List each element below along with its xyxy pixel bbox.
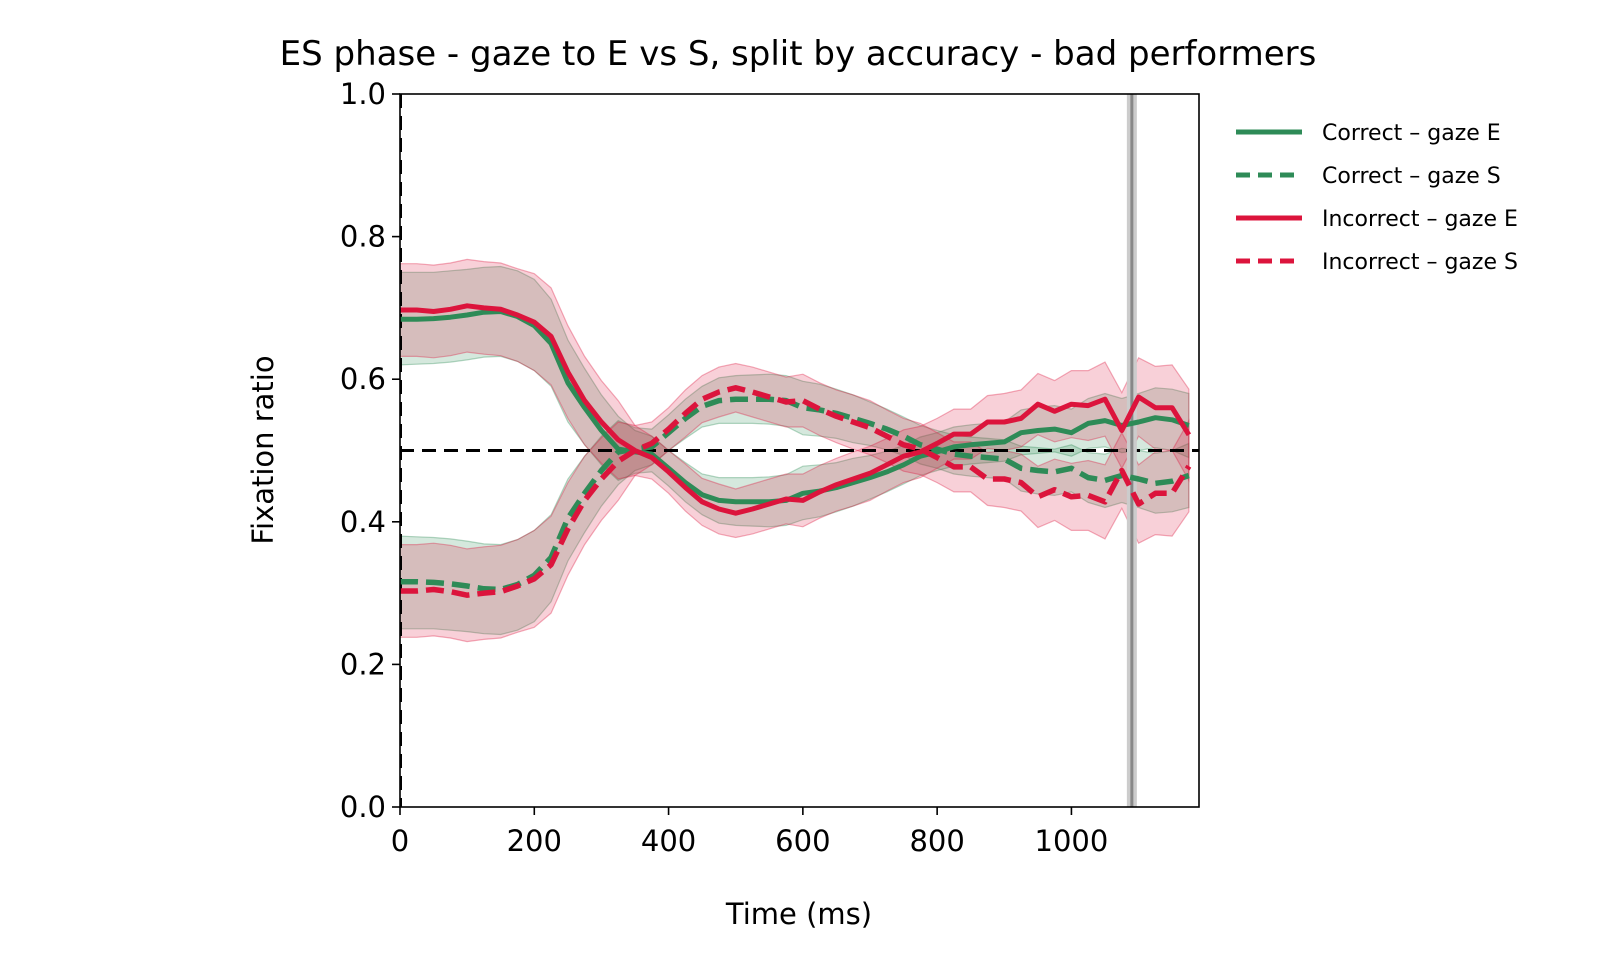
series-line-incorrect-gaze-s bbox=[400, 385, 1192, 598]
x-tick-label: 200 bbox=[507, 824, 562, 858]
confidence-bands bbox=[400, 258, 1190, 643]
x-tick-label: 600 bbox=[775, 824, 830, 858]
y-tick-label: 0.2 bbox=[340, 647, 386, 681]
y-tick-label: 0.0 bbox=[340, 790, 386, 824]
legend-label-correct-gaze-s: Correct – gaze S bbox=[1322, 164, 1501, 189]
y-tick-label: 1.0 bbox=[340, 77, 386, 111]
x-tick-label: 800 bbox=[909, 824, 964, 858]
ci-band-incorrect-gaze-s bbox=[400, 362, 1190, 643]
series-lines bbox=[400, 303, 1192, 598]
x-tick-label: 0 bbox=[391, 824, 409, 858]
plot-frame bbox=[399, 93, 1200, 808]
x-axis-ticks: 0 200 400 600 800 1000 bbox=[391, 807, 1109, 858]
series-line-correct-gaze-s bbox=[400, 396, 1190, 593]
y-axis-label: Fixation ratio bbox=[246, 355, 280, 544]
y-tick-label: 0.4 bbox=[340, 505, 386, 539]
ci-band-correct-gaze-s bbox=[400, 373, 1190, 636]
x-tick-label: 1000 bbox=[1035, 824, 1109, 858]
y-axis-ticks: 0.0 0.2 0.4 0.6 0.8 1.0 bbox=[340, 77, 400, 824]
y-tick-label: 0.6 bbox=[340, 362, 386, 396]
series-line-correct-gaze-e bbox=[400, 309, 1190, 505]
legend-label-incorrect-gaze-s: Incorrect – gaze S bbox=[1322, 250, 1518, 275]
series-line-incorrect-gaze-e bbox=[400, 303, 1192, 516]
legend-label-correct-gaze-e: Correct – gaze E bbox=[1322, 121, 1501, 146]
legend: Correct – gaze E Correct – gaze S Incorrec… bbox=[1236, 121, 1518, 275]
chart-title: ES phase - gaze to E vs S, split by accu… bbox=[280, 34, 1317, 74]
y-tick-label: 0.8 bbox=[340, 220, 386, 254]
x-tick-label: 400 bbox=[641, 824, 696, 858]
x-axis-label: Time (ms) bbox=[725, 897, 872, 931]
legend-label-incorrect-gaze-e: Incorrect – gaze E bbox=[1322, 207, 1518, 232]
reference-lines bbox=[400, 94, 1199, 807]
